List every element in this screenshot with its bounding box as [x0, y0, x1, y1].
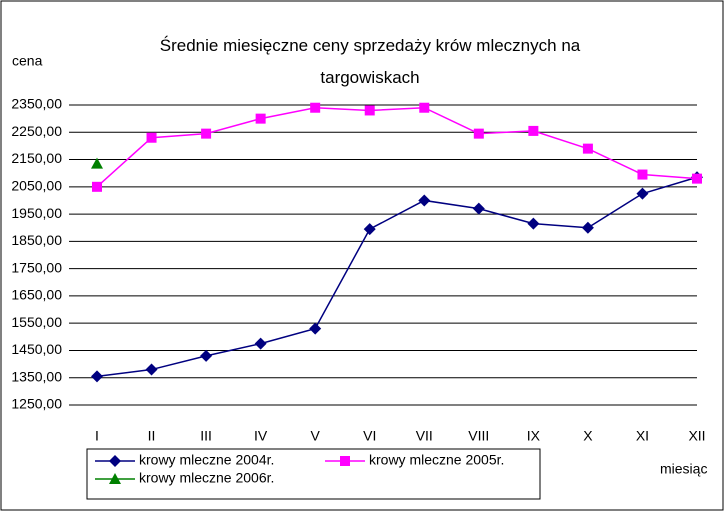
y-tick-label: 1550,00: [11, 314, 62, 330]
x-tick-label: VII: [416, 428, 433, 444]
data-point: [309, 322, 322, 335]
x-tick-label: II: [148, 428, 156, 444]
chart-title: Średnie miesięczne ceny sprzedaży krów m…: [159, 36, 581, 87]
data-point: [528, 125, 539, 136]
y-axis-label: cena: [12, 53, 43, 69]
y-tick-label: 1950,00: [11, 205, 62, 221]
legend-label: krowy mleczne 2005r.: [369, 452, 504, 468]
data-point: [582, 143, 593, 154]
data-point: [637, 169, 648, 180]
data-point: [636, 187, 649, 200]
data-point: [200, 349, 213, 362]
data-point: [419, 102, 430, 113]
data-point: [109, 473, 121, 484]
x-tick-label: III: [200, 428, 212, 444]
series-line: [96, 106, 698, 188]
y-tick-label: 1750,00: [11, 259, 62, 275]
data-point: [92, 181, 102, 192]
x-axis-label: miesiąc: [660, 461, 707, 477]
x-tick-label: IV: [254, 428, 268, 444]
x-tick-label: IX: [527, 428, 541, 444]
x-tick-label: XII: [688, 428, 705, 444]
y-tick-label: 2250,00: [11, 123, 62, 139]
data-point: [91, 157, 103, 169]
data-point: [527, 217, 540, 230]
data-point: [254, 337, 267, 350]
y-tick-label: 2350,00: [11, 96, 62, 112]
x-tick-label: VI: [363, 428, 376, 444]
y-tick-label: 1850,00: [11, 232, 62, 248]
data-point: [581, 221, 594, 234]
data-point: [109, 455, 121, 467]
data-point: [473, 128, 484, 139]
data-point: [310, 102, 321, 113]
legend-label: krowy mleczne 2006r.: [139, 470, 274, 486]
legend-label: krowy mleczne 2004r.: [139, 452, 274, 468]
data-point: [340, 456, 350, 466]
x-tick-label: XI: [636, 428, 649, 444]
data-point: [201, 128, 212, 139]
data-point: [91, 370, 103, 383]
data-point: [472, 202, 485, 215]
x-tick-label: I: [95, 428, 99, 444]
y-tick-label: 2050,00: [11, 178, 62, 194]
x-tick-label: X: [583, 428, 593, 444]
y-tick-label: 1250,00: [11, 396, 62, 412]
y-tick-label: 1450,00: [11, 341, 62, 357]
data-point: [692, 173, 702, 184]
data-point: [418, 194, 431, 207]
series-line: [96, 176, 698, 378]
y-tick-label: 1350,00: [11, 368, 62, 384]
x-tick-label: V: [311, 428, 321, 444]
legend: [86, 448, 541, 500]
data-point: [145, 363, 158, 376]
data-point: [255, 113, 266, 124]
y-tick-label: 2150,00: [11, 150, 62, 166]
x-tick-label: VIII: [468, 428, 489, 444]
y-tick-label: 1650,00: [11, 287, 62, 303]
data-point: [363, 223, 376, 236]
data-point: [364, 105, 375, 116]
data-point: [146, 132, 157, 143]
